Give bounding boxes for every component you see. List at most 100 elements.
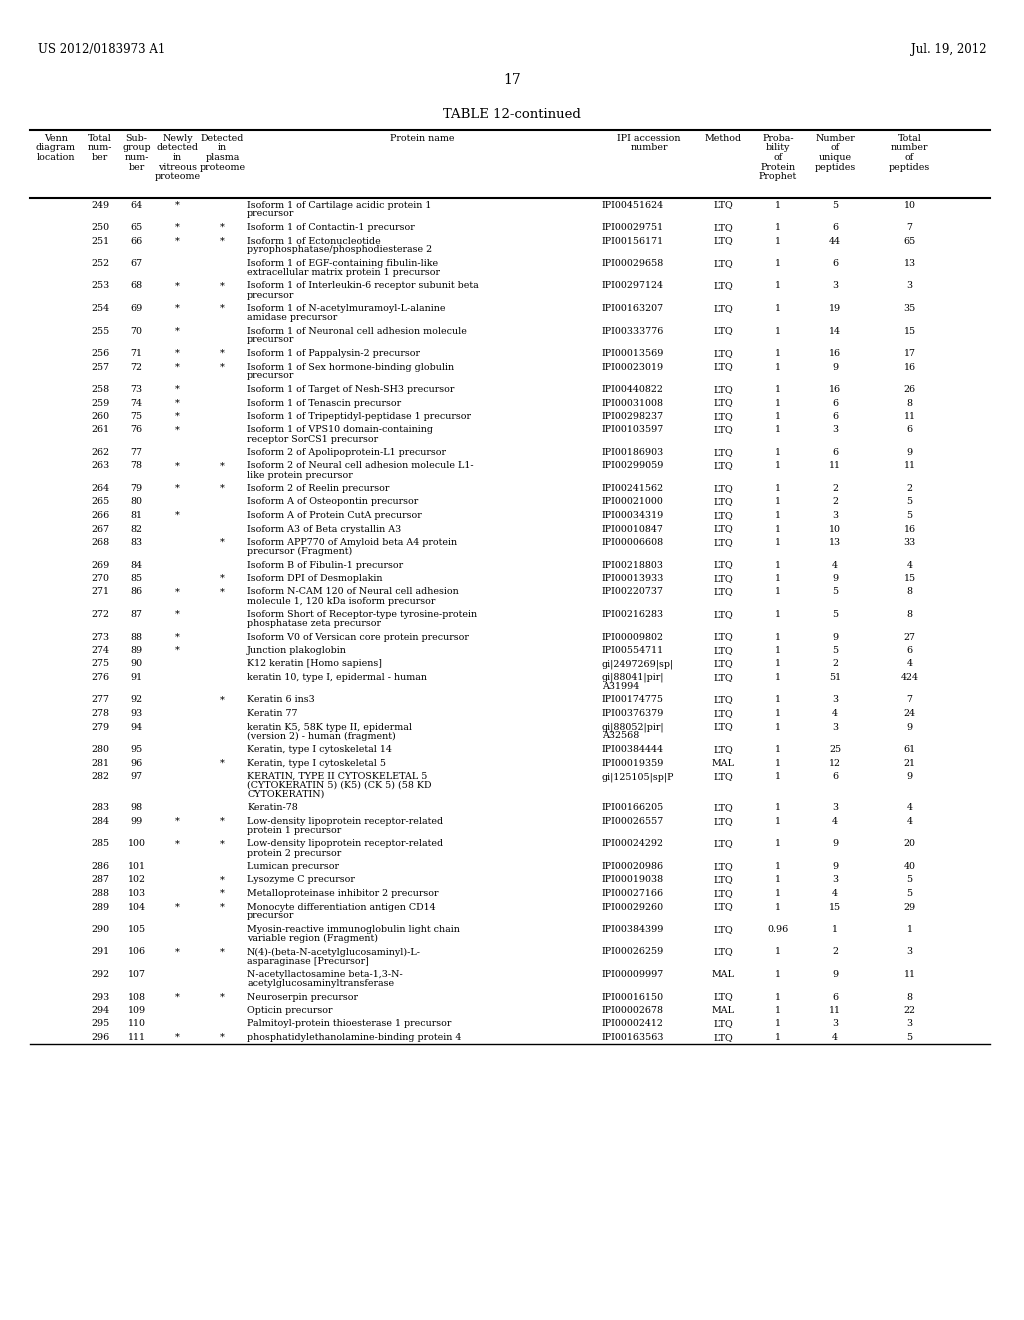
Text: 1: 1 xyxy=(831,925,838,935)
Text: *: * xyxy=(220,484,225,492)
Text: 9: 9 xyxy=(831,840,838,849)
Text: Isoform 1 of Contactin-1 precursor: Isoform 1 of Contactin-1 precursor xyxy=(247,223,415,232)
Text: 72: 72 xyxy=(130,363,142,371)
Text: 291: 291 xyxy=(91,948,110,957)
Text: 27: 27 xyxy=(903,632,915,642)
Text: group: group xyxy=(122,144,151,153)
Text: 274: 274 xyxy=(91,645,109,655)
Text: peptides: peptides xyxy=(814,162,856,172)
Text: MAL: MAL xyxy=(712,970,734,979)
Text: IPI00333776: IPI00333776 xyxy=(602,326,665,335)
Text: 9: 9 xyxy=(831,363,838,371)
Text: 33: 33 xyxy=(903,539,915,546)
Text: Keratin-78: Keratin-78 xyxy=(247,804,298,813)
Text: precursor: precursor xyxy=(247,912,294,920)
Text: 71: 71 xyxy=(130,348,142,358)
Text: 1: 1 xyxy=(775,236,781,246)
Text: 88: 88 xyxy=(130,632,142,642)
Text: 5: 5 xyxy=(906,888,912,898)
Text: 10: 10 xyxy=(829,524,841,533)
Text: 1: 1 xyxy=(775,660,781,668)
Text: 101: 101 xyxy=(128,862,145,871)
Text: Monocyte differentiation antigen CD14: Monocyte differentiation antigen CD14 xyxy=(247,903,435,912)
Text: 22: 22 xyxy=(903,1006,915,1015)
Text: 19: 19 xyxy=(829,304,841,313)
Text: *: * xyxy=(220,696,225,705)
Text: 285: 285 xyxy=(91,840,110,849)
Text: 103: 103 xyxy=(127,888,145,898)
Text: KERATIN, TYPE II CYTOSKELETAL 5: KERATIN, TYPE II CYTOSKELETAL 5 xyxy=(247,772,427,781)
Text: number: number xyxy=(891,144,928,153)
Text: variable region (Fragment): variable region (Fragment) xyxy=(247,935,378,942)
Text: CYTOKERATIN): CYTOKERATIN) xyxy=(247,789,325,799)
Text: 290: 290 xyxy=(91,925,110,935)
Text: 1: 1 xyxy=(775,259,781,268)
Text: 4: 4 xyxy=(906,817,912,826)
Text: 1: 1 xyxy=(775,875,781,884)
Text: *: * xyxy=(175,645,180,655)
Text: LTQ: LTQ xyxy=(713,462,733,470)
Text: *: * xyxy=(175,1034,180,1041)
Text: 5: 5 xyxy=(831,587,838,597)
Text: LTQ: LTQ xyxy=(713,948,733,957)
Text: LTQ: LTQ xyxy=(713,660,733,668)
Text: 1: 1 xyxy=(775,223,781,232)
Text: IPI00002412: IPI00002412 xyxy=(602,1019,664,1028)
Text: 85: 85 xyxy=(130,574,142,583)
Text: 64: 64 xyxy=(130,201,142,210)
Text: *: * xyxy=(220,587,225,597)
Text: detected: detected xyxy=(157,144,199,153)
Text: 66: 66 xyxy=(130,236,142,246)
Text: gi|88052|pir|: gi|88052|pir| xyxy=(602,722,665,733)
Text: Isoform 1 of Interleukin-6 receptor subunit beta: Isoform 1 of Interleukin-6 receptor subu… xyxy=(247,281,479,290)
Text: IPI00163563: IPI00163563 xyxy=(602,1034,665,1041)
Text: *: * xyxy=(220,888,225,898)
Text: *: * xyxy=(175,610,180,619)
Text: 4: 4 xyxy=(906,660,912,668)
Text: Isoform 1 of Target of Nesh-SH3 precursor: Isoform 1 of Target of Nesh-SH3 precurso… xyxy=(247,385,455,393)
Text: N-acetyllactosamine beta-1,3-N-: N-acetyllactosamine beta-1,3-N- xyxy=(247,970,402,979)
Text: num-: num- xyxy=(124,153,148,162)
Text: 9: 9 xyxy=(906,722,912,731)
Text: IPI00009997: IPI00009997 xyxy=(602,970,665,979)
Text: Isoform 2 of Reelin precursor: Isoform 2 of Reelin precursor xyxy=(247,484,389,492)
Text: 6: 6 xyxy=(831,447,838,457)
Text: 1: 1 xyxy=(775,348,781,358)
Text: (CYTOKERATIN 5) (K5) (CK 5) (58 KD: (CYTOKERATIN 5) (K5) (CK 5) (58 KD xyxy=(247,781,431,789)
Text: LTQ: LTQ xyxy=(713,709,733,718)
Text: 7: 7 xyxy=(906,223,912,232)
Text: IPI00026259: IPI00026259 xyxy=(602,948,665,957)
Text: Total: Total xyxy=(88,135,112,143)
Text: LTQ: LTQ xyxy=(713,561,733,569)
Text: 1: 1 xyxy=(775,524,781,533)
Text: 9: 9 xyxy=(831,970,838,979)
Text: IPI00218803: IPI00218803 xyxy=(602,561,664,569)
Text: 1: 1 xyxy=(906,925,912,935)
Text: 106: 106 xyxy=(127,948,145,957)
Text: Isoform 2 of Apolipoprotein-L1 precursor: Isoform 2 of Apolipoprotein-L1 precursor xyxy=(247,447,446,457)
Text: Newly: Newly xyxy=(162,135,193,143)
Text: 16: 16 xyxy=(903,363,915,371)
Text: 279: 279 xyxy=(91,722,110,731)
Text: precursor: precursor xyxy=(247,371,294,380)
Text: gi|125105|sp|P: gi|125105|sp|P xyxy=(602,772,675,781)
Text: 78: 78 xyxy=(130,462,142,470)
Text: bility: bility xyxy=(766,144,791,153)
Text: 296: 296 xyxy=(91,1034,110,1041)
Text: Myosin-reactive immunoglobulin light chain: Myosin-reactive immunoglobulin light cha… xyxy=(247,925,460,935)
Text: *: * xyxy=(220,281,225,290)
Text: IPI00026557: IPI00026557 xyxy=(602,817,665,826)
Text: Protein name: Protein name xyxy=(390,135,455,143)
Text: 13: 13 xyxy=(829,539,841,546)
Text: 264: 264 xyxy=(91,484,110,492)
Text: Isoform 1 of Tenascin precursor: Isoform 1 of Tenascin precursor xyxy=(247,399,401,408)
Text: 83: 83 xyxy=(130,539,142,546)
Text: pyrophosphatase/phosphodiesterase 2: pyrophosphatase/phosphodiesterase 2 xyxy=(247,246,432,255)
Text: 294: 294 xyxy=(91,1006,110,1015)
Text: 289: 289 xyxy=(91,903,110,912)
Text: 84: 84 xyxy=(130,561,142,569)
Text: 1: 1 xyxy=(775,696,781,705)
Text: *: * xyxy=(175,903,180,912)
Text: 258: 258 xyxy=(91,385,110,393)
Text: receptor SorCS1 precursor: receptor SorCS1 precursor xyxy=(247,434,378,444)
